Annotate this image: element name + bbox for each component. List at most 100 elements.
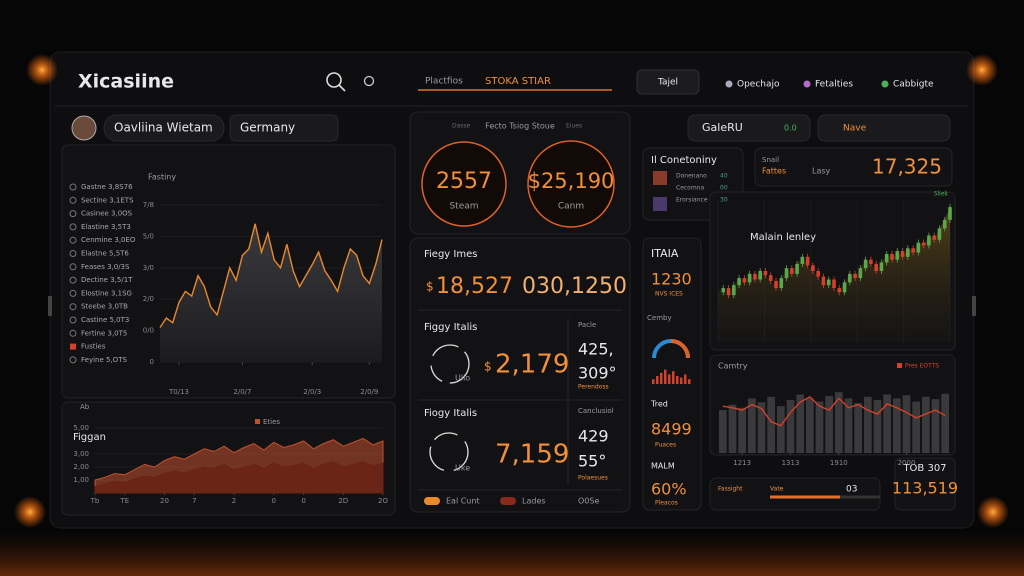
price-area [718,207,950,342]
bar [873,399,882,453]
summary-label: Snail [762,156,779,164]
candle [906,248,910,257]
legend-swatch [500,497,516,505]
stat-ring [527,140,615,228]
tick-label: 0 [272,497,276,505]
candle [927,235,931,246]
tick-label: 2/0/9 [360,388,378,396]
candle [848,273,852,283]
candle [858,268,863,279]
button[interactable] [636,69,700,95]
profile-country: Germany [240,121,295,135]
contact-name: Cecomna [676,185,704,192]
footer-title: TOB 307 [902,463,946,474]
tick-label: 3/0 [143,264,154,272]
search-icon[interactable] [326,72,342,88]
tick-label: 2/0 [143,295,154,303]
tick-label: 2/0/7 [233,388,251,396]
list-bullet [69,236,77,244]
candle [921,242,926,246]
tick-label: 3,00 [73,450,89,458]
legend-label: O0Se [578,497,599,506]
candle [874,263,878,271]
candle [842,282,847,293]
candle [821,276,826,286]
candle [890,253,894,260]
side-stat-title: Tred [650,400,668,409]
overview-title: Fecto Tsiog Stoue [485,122,555,131]
badge: 0.0 [784,124,797,133]
tick-label: Tb [90,497,100,505]
pill[interactable] [103,114,225,142]
chart-title: Malain lenley [750,232,816,243]
button-label: GaleRU [702,121,743,134]
legend-swatch [897,363,902,368]
list-bullet [69,196,77,204]
candle [805,256,810,266]
list-item: Feases 3,0/3S [81,263,130,271]
nav-icon [725,80,733,88]
tick-label: 2 [232,497,236,505]
summary-tab: Fattes [762,167,786,176]
tick-label: 1,00 [73,476,89,484]
tick-label: 2,00 [73,463,89,471]
candle [869,259,873,264]
side-stat-value: 1230 [651,270,692,289]
list-item: Feyine 5,OTS [81,356,127,364]
mini-bar [684,374,687,384]
tab: Dasse [452,123,471,130]
list-bullet [70,343,76,350]
list-bullet [69,303,77,311]
button[interactable] [687,114,811,142]
handle [48,296,52,316]
currency: $ [426,280,434,294]
list-bullet [69,250,77,257]
side-note: Polaesues [578,475,608,482]
nav-item: Opechajo [737,80,780,90]
candle [900,251,905,257]
side-value: 309° [578,364,617,383]
footer-value: 113,519 [892,479,958,498]
currency: $ [484,360,492,374]
panel [754,147,953,187]
bar [883,394,892,453]
list-bullet [69,329,77,337]
side-stat-note: Pleacos [655,500,678,507]
list-item: Gastne 3,8S76 [81,183,133,191]
tick-label: 5,00 [73,424,89,432]
nav-item: Fetalties [815,80,853,90]
candle [853,273,857,279]
list-item: Castine 5,0T3 [81,316,129,324]
toolbar[interactable] [817,114,951,142]
side-value: 425, [578,340,614,359]
pill[interactable] [229,114,339,142]
avatar[interactable] [71,115,97,141]
list-bullet [69,316,77,324]
bar [747,398,756,453]
stat-label: Steam [449,202,478,212]
tick-label: 2D [338,497,348,505]
contact-value: 30 [720,197,728,204]
candle [863,259,868,269]
bar [738,407,747,453]
bar [796,394,805,453]
candle [721,288,726,293]
candle [837,288,842,293]
bar [728,404,737,453]
contact-value: 40 [720,173,728,180]
search-icon-small[interactable] [363,75,375,87]
list-bullet [69,289,77,297]
side-title: Canclusiol [578,407,614,415]
floor-glow [0,530,1024,576]
bar [863,396,872,453]
tick-label: 2000 [898,459,916,467]
line-area [160,223,382,362]
list-bullet [69,276,77,284]
contacts-title: Il Conetoniny [651,155,717,166]
side-stat-note: NVS ICES [655,291,683,298]
tick-label: 0 [301,497,305,505]
candle [816,271,820,277]
list-bullet [69,356,77,364]
panel [409,237,631,513]
